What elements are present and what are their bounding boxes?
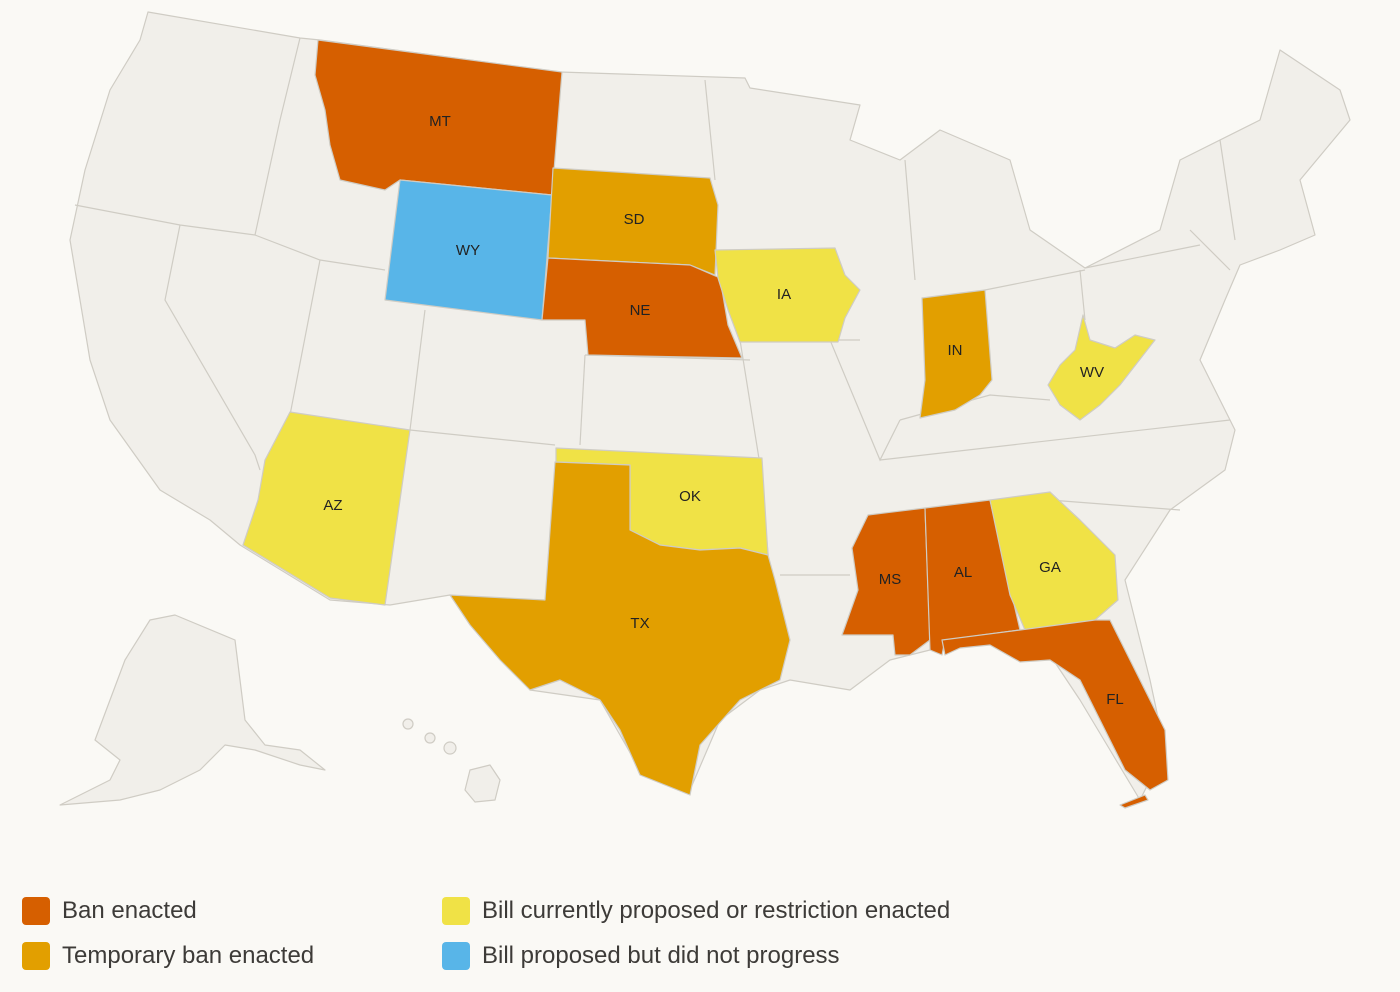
state-labels: MT NE MS AL FL SD TX IN IA AZ OK GA WV W… <box>323 113 1123 708</box>
legend-label: Bill currently proposed or restriction e… <box>482 897 951 924</box>
state-GA[interactable] <box>989 491 1119 631</box>
alaska-shape <box>59 614 326 806</box>
state-FL-keys <box>1119 794 1149 809</box>
legend-swatch-temporary <box>22 942 50 970</box>
state-IA[interactable] <box>714 247 861 343</box>
legend-label: Bill proposed but did not progress <box>482 942 840 969</box>
state-label-IA: IA <box>777 286 791 303</box>
state-label-MT: MT <box>429 113 451 130</box>
state-label-AZ: AZ <box>323 497 342 514</box>
legend-item-ban: Ban enacted <box>22 897 197 925</box>
legend: Ban enacted Temporary ban enacted Bill c… <box>22 893 1122 983</box>
legend-label: Ban enacted <box>62 897 197 924</box>
legend-swatch-not-progressed <box>442 942 470 970</box>
state-TX[interactable] <box>449 461 791 796</box>
state-label-AL: AL <box>954 564 972 581</box>
state-label-TX: TX <box>630 615 649 632</box>
us-states-map: MT NE MS AL FL SD TX IN IA AZ OK GA WV W… <box>59 11 1351 809</box>
hawaii-shape <box>464 764 501 803</box>
state-AZ[interactable] <box>242 411 411 606</box>
state-label-NE: NE <box>630 302 651 319</box>
hawaii-island <box>402 718 414 730</box>
state-MT[interactable] <box>314 39 563 196</box>
state-WV[interactable] <box>1047 314 1156 421</box>
hawaii-island <box>443 741 457 755</box>
state-label-GA: GA <box>1039 559 1061 576</box>
legend-item-temporary: Temporary ban enacted <box>22 942 314 970</box>
legend-label: Temporary ban enacted <box>62 942 315 969</box>
state-label-MS: MS <box>879 571 902 588</box>
legend-swatch-proposed <box>442 897 470 925</box>
state-label-WY: WY <box>456 242 480 259</box>
hawaii-island <box>424 732 436 744</box>
state-label-SD: SD <box>624 211 645 228</box>
state-NE[interactable] <box>541 257 743 359</box>
state-label-WV: WV <box>1080 364 1104 381</box>
state-label-FL: FL <box>1106 691 1124 708</box>
state-label-IN: IN <box>948 342 963 359</box>
legend-item-not-progressed: Bill proposed but did not progress <box>442 942 840 970</box>
legend-item-proposed: Bill currently proposed or restriction e… <box>442 897 950 925</box>
state-label-OK: OK <box>679 488 701 505</box>
legend-swatch-ban <box>22 897 50 925</box>
state-IN[interactable] <box>919 289 993 419</box>
state-FL[interactable] <box>941 619 1169 791</box>
